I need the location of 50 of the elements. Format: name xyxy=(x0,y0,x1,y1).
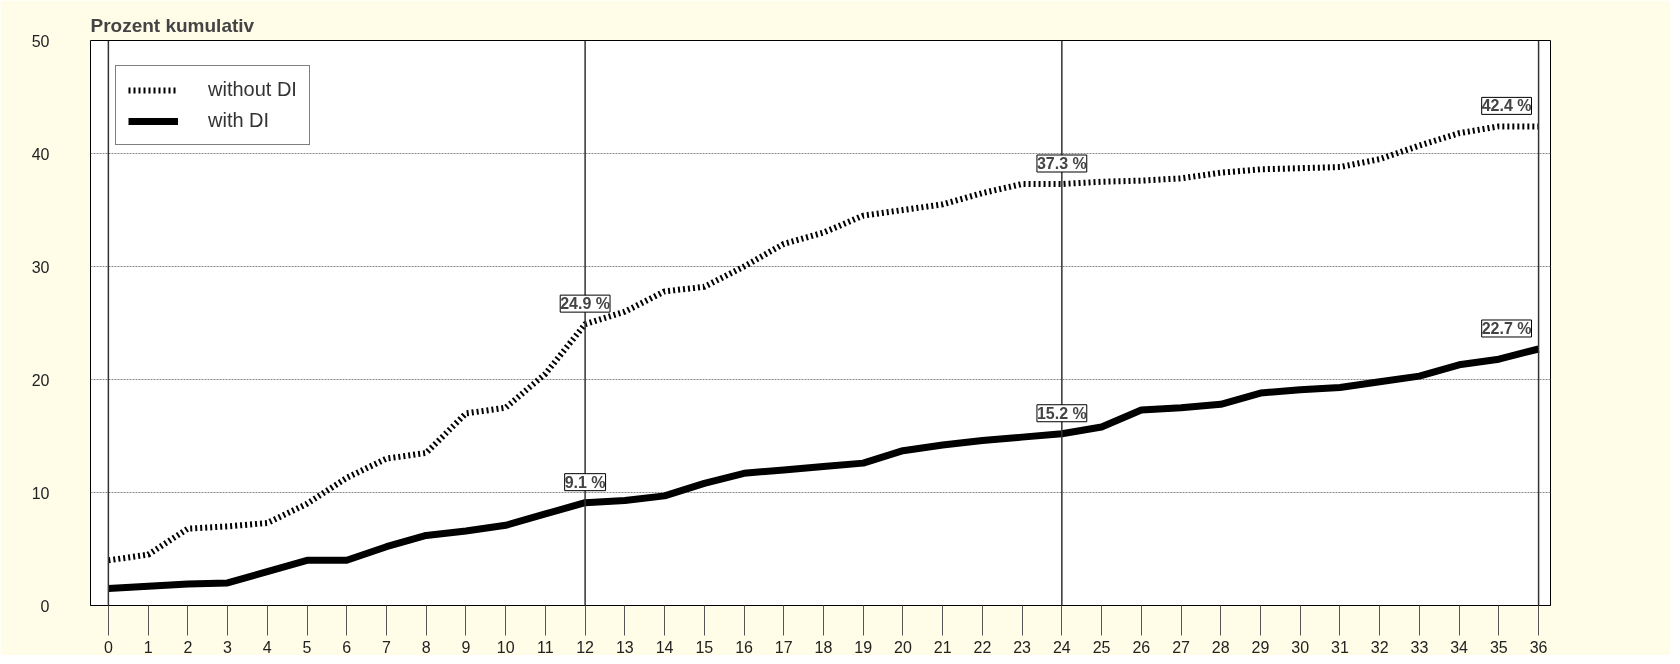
x-tick-label: 5 xyxy=(302,638,312,656)
x-tick-label: 8 xyxy=(421,638,431,656)
y-tick-label: 30 xyxy=(31,258,50,276)
legend-label: without DI xyxy=(208,78,297,101)
y-tick-label: 50 xyxy=(31,32,50,50)
x-tick-label: 14 xyxy=(655,638,674,656)
y-tick-label: 20 xyxy=(31,371,50,389)
x-tick-label: 31 xyxy=(1331,638,1349,656)
x-tick-label: 1 xyxy=(143,638,153,656)
x-tick-label: 19 xyxy=(854,638,873,656)
y-tick-label: 10 xyxy=(31,484,50,502)
data-label: 42.4 % xyxy=(1481,97,1532,115)
x-tick-label: 22 xyxy=(973,638,992,656)
x-tick-label: 24 xyxy=(1052,638,1071,656)
x-tick-label: 28 xyxy=(1211,638,1230,656)
x-tick-label: 15 xyxy=(695,638,714,656)
x-tick-label: 29 xyxy=(1251,638,1270,656)
data-label: 22.7 % xyxy=(1481,319,1532,337)
y-tick-label: 0 xyxy=(40,597,50,615)
chart-title: Prozent kumulativ xyxy=(90,14,255,36)
x-tick-label: 2 xyxy=(183,638,193,656)
x-tick-label: 10 xyxy=(496,638,515,656)
x-tick-label: 17 xyxy=(774,638,793,656)
x-tick-label: 33 xyxy=(1410,638,1429,656)
x-tick-label: 16 xyxy=(735,638,754,656)
x-tick-label: 13 xyxy=(615,638,634,656)
x-tick-label: 3 xyxy=(223,638,233,656)
legend-label: with DI xyxy=(208,109,270,132)
x-tick-label: 34 xyxy=(1450,638,1469,656)
x-tick-label: 7 xyxy=(382,638,392,656)
x-tick-label: 6 xyxy=(342,638,352,656)
x-tick-label: 23 xyxy=(1013,638,1032,656)
x-tick-label: 0 xyxy=(103,638,113,656)
x-tick-label: 35 xyxy=(1489,638,1508,656)
x-tick-label: 32 xyxy=(1370,638,1389,656)
x-tick-label: 27 xyxy=(1172,638,1191,656)
x-tick-label: 36 xyxy=(1529,638,1548,656)
y-tick-label: 40 xyxy=(31,145,50,163)
x-tick-label: 12 xyxy=(576,638,595,656)
data-label: 15.2 % xyxy=(1036,404,1087,422)
x-tick-label: 25 xyxy=(1092,638,1111,656)
x-tick-label: 20 xyxy=(894,638,912,656)
x-tick-label: 26 xyxy=(1132,638,1151,656)
x-tick-label: 21 xyxy=(933,638,952,656)
x-tick-label: 11 xyxy=(537,638,554,656)
x-tick-label: 18 xyxy=(814,638,833,656)
data-label: 9.1 % xyxy=(564,473,606,491)
x-tick-label: 30 xyxy=(1291,638,1310,656)
x-tick-label: 9 xyxy=(461,638,471,656)
x-tick-label: 4 xyxy=(262,638,272,656)
